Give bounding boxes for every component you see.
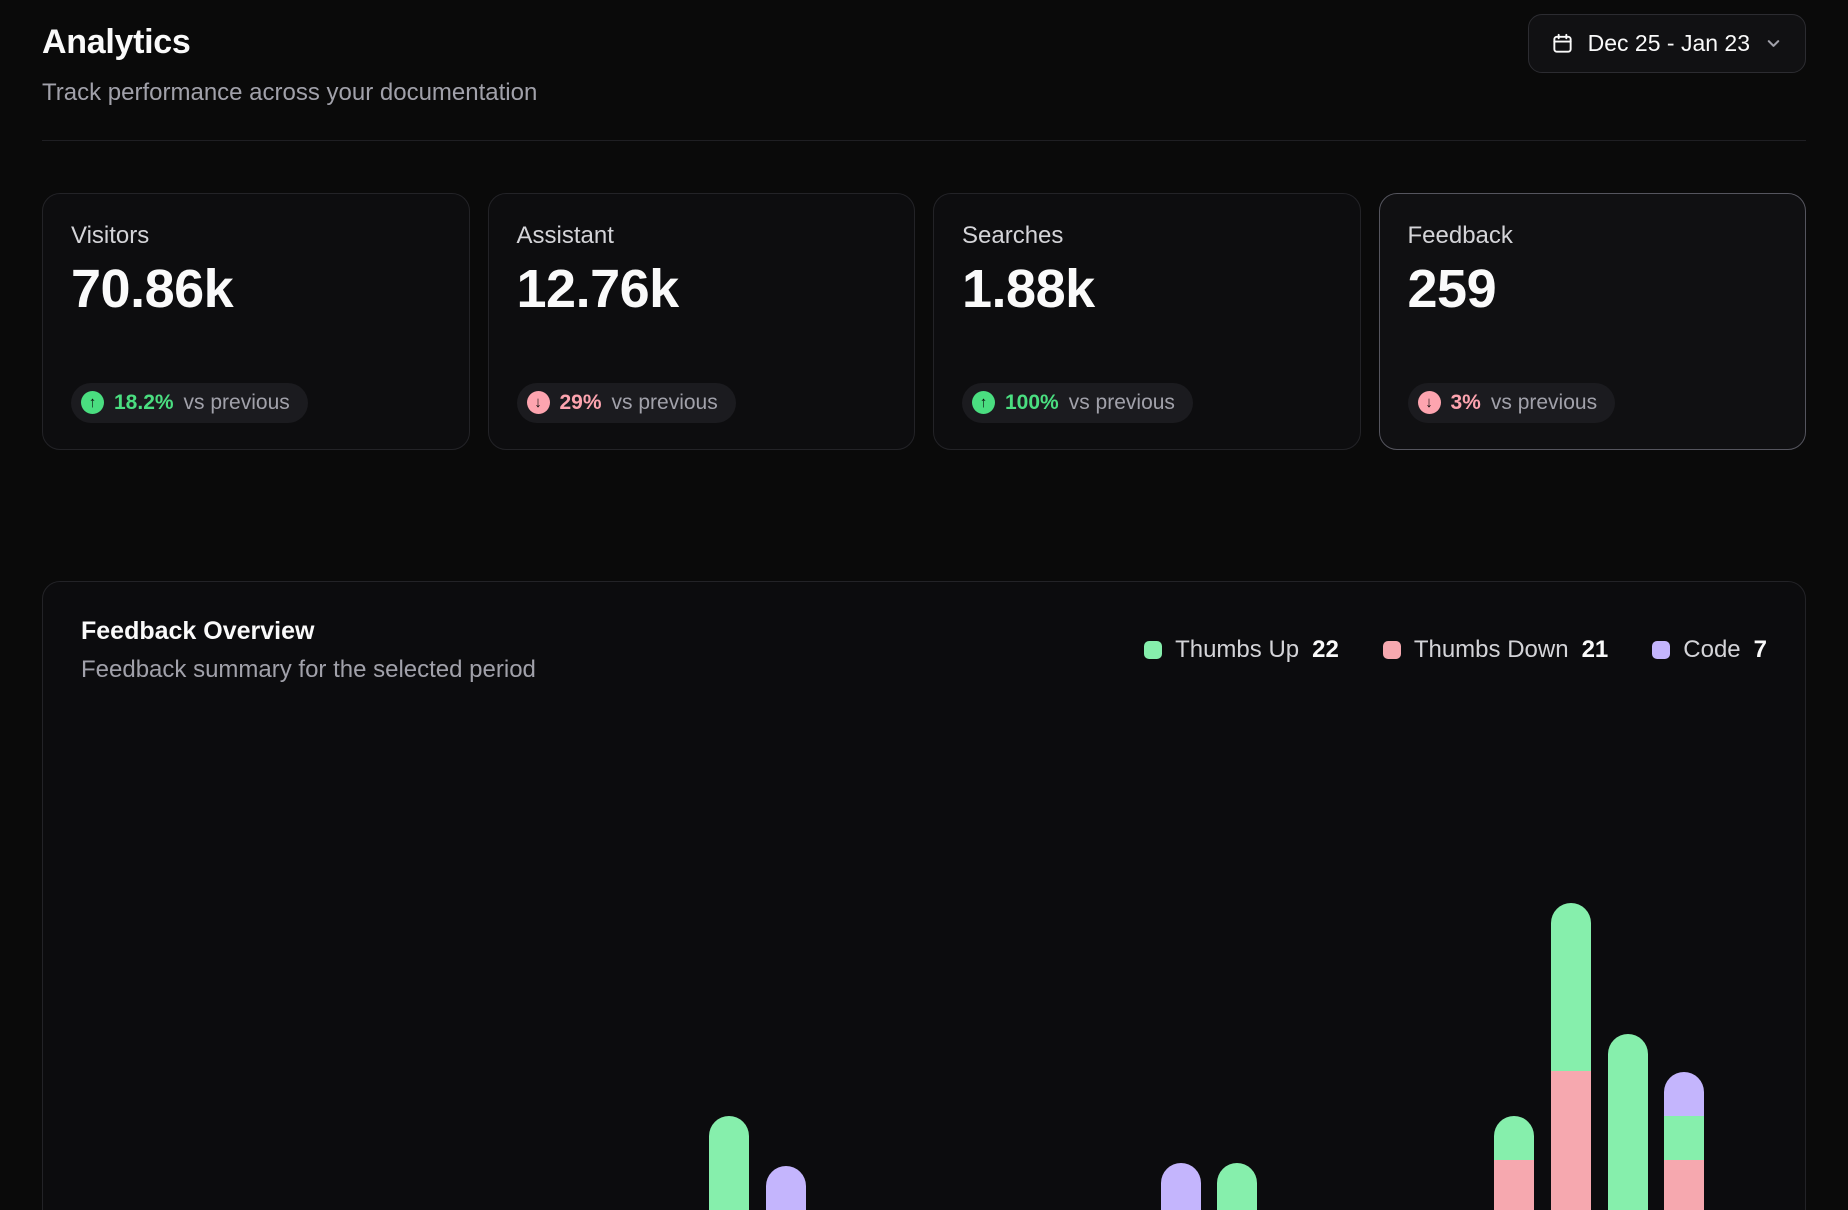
bar-segment-thumbs_up	[1551, 902, 1591, 1071]
stat-value: 70.86k	[71, 259, 234, 320]
chart-bar[interactable]	[1551, 902, 1591, 1210]
stat-label: Assistant	[516, 221, 614, 249]
legend-count: 21	[1581, 635, 1609, 663]
stat-card-visitors[interactable]: Visitors 70.86k ↑ 18.2% vs previous	[42, 192, 470, 450]
header-divider	[42, 139, 1806, 141]
bar-segment-code	[1161, 1162, 1201, 1210]
legend-count: 7	[1753, 635, 1767, 663]
legend-count: 22	[1312, 635, 1339, 663]
legend-item-thumbs-down[interactable]: Thumbs Down 21	[1382, 635, 1609, 664]
stat-value: 259	[1407, 259, 1497, 320]
legend-swatch-thumbs-up	[1144, 640, 1163, 659]
trend-arrow-icon: ↓	[526, 391, 550, 415]
page-header: Analytics Track performance across your …	[42, 14, 1806, 108]
trend-badge: ↑ 18.2% vs previous	[71, 382, 308, 423]
overview-subtitle: Feedback summary for the selected period	[81, 655, 536, 683]
trend-delta: 29%	[559, 390, 602, 414]
stat-label: Feedback	[1407, 221, 1513, 249]
legend-swatch-thumbs-down	[1382, 640, 1401, 659]
date-range-picker[interactable]: Dec 25 - Jan 23	[1527, 14, 1806, 73]
legend-label: Thumbs Down	[1413, 635, 1569, 663]
stat-card-searches[interactable]: Searches 1.88k ↑ 100% vs previous	[933, 192, 1361, 450]
overview-header-text: Feedback Overview Feedback summary for t…	[81, 616, 536, 685]
chart-bar[interactable]	[1664, 1071, 1704, 1210]
bar-segment-thumbs_up	[1494, 1115, 1534, 1160]
chart-legend: Thumbs Up 22 Thumbs Down 21 Code 7	[1144, 636, 1767, 664]
bar-segment-thumbs_up	[1608, 1033, 1648, 1210]
trend-suffix: vs previous	[183, 390, 290, 414]
chevron-down-icon	[1764, 34, 1783, 53]
chart-bar[interactable]	[1161, 1162, 1201, 1210]
feedback-overview-header: Feedback Overview Feedback summary for t…	[43, 582, 1805, 685]
bar-segment-thumbs_down	[1494, 1159, 1534, 1210]
stat-card-assistant[interactable]: Assistant 12.76k ↓ 29% vs previous	[487, 192, 915, 450]
legend-item-code[interactable]: Code 7	[1652, 636, 1767, 664]
chart-bar[interactable]	[709, 1115, 749, 1210]
stat-value: 1.88k	[962, 259, 1095, 320]
stat-card-feedback[interactable]: Feedback 259 ↓ 3% vs previous	[1378, 192, 1806, 450]
stat-value: 12.76k	[516, 259, 680, 320]
page-subtitle: Track performance across your documentat…	[42, 78, 538, 106]
chart-bar[interactable]	[1494, 1115, 1534, 1210]
trend-badge: ↑ 100% vs previous	[962, 382, 1193, 423]
chart-bar[interactable]	[1217, 1162, 1257, 1210]
legend-label: Code	[1683, 635, 1741, 663]
chart-bar[interactable]	[766, 1165, 806, 1210]
legend-item-thumbs-up[interactable]: Thumbs Up 22	[1144, 636, 1339, 664]
trend-delta: 18.2%	[114, 390, 174, 414]
bar-segment-thumbs_down	[1664, 1159, 1704, 1210]
trend-arrow-icon: ↓	[1417, 391, 1441, 415]
stat-label: Searches	[962, 221, 1064, 249]
chart-bar[interactable]	[1608, 1033, 1648, 1210]
stats-row: Visitors 70.86k ↑ 18.2% vs previous Assi…	[42, 192, 1806, 450]
stat-label: Visitors	[71, 221, 150, 249]
calendar-icon	[1551, 32, 1574, 55]
bar-segment-thumbs_down	[1551, 1070, 1591, 1210]
feedback-chart	[43, 582, 1805, 1210]
trend-badge: ↓ 3% vs previous	[1407, 382, 1616, 423]
trend-delta: 100%	[1005, 390, 1059, 414]
trend-suffix: vs previous	[1068, 390, 1175, 414]
page-title: Analytics	[42, 23, 191, 61]
trend-badge: ↓ 29% vs previous	[516, 382, 736, 423]
bar-segment-thumbs_up	[1664, 1115, 1704, 1160]
bar-segment-code	[766, 1165, 806, 1210]
trend-suffix: vs previous	[1490, 390, 1598, 414]
bar-segment-thumbs_up	[1217, 1162, 1257, 1210]
trend-arrow-icon: ↑	[81, 391, 104, 415]
date-range-label: Dec 25 - Jan 23	[1587, 30, 1750, 56]
legend-label: Thumbs Up	[1175, 635, 1300, 663]
trend-suffix: vs previous	[611, 390, 718, 414]
overview-title: Feedback Overview	[81, 616, 315, 645]
legend-swatch-code	[1652, 640, 1671, 659]
header-text: Analytics Track performance across your …	[42, 22, 537, 108]
feedback-overview-card: Feedback Overview Feedback summary for t…	[42, 580, 1806, 1210]
bar-segment-code	[1664, 1071, 1704, 1116]
trend-arrow-icon: ↑	[972, 391, 995, 415]
trend-delta: 3%	[1450, 390, 1481, 414]
bar-segment-thumbs_up	[709, 1115, 749, 1210]
